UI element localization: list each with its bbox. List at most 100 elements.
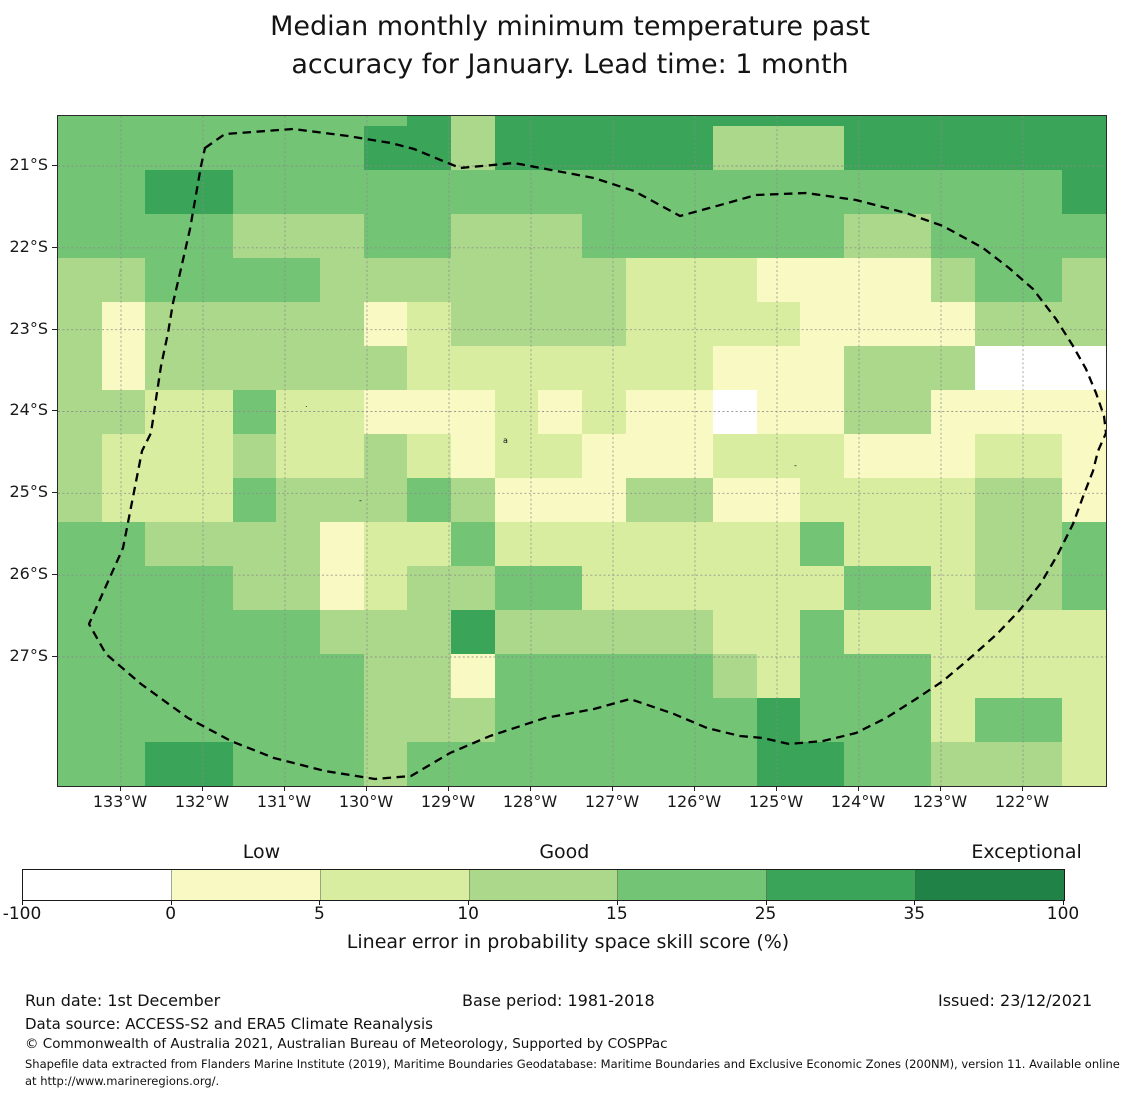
- map-cell: [625, 126, 670, 170]
- map-cell: [101, 170, 146, 214]
- colorbar-axis-label: Linear error in probability space skill …: [346, 931, 790, 953]
- map-cell: [844, 654, 888, 698]
- map-cell: [625, 478, 670, 522]
- map-cell: [320, 698, 364, 742]
- heatmap-row: [58, 258, 1107, 302]
- map-cell: [931, 434, 976, 478]
- map-cell: [625, 610, 670, 654]
- map-cell: [975, 346, 1019, 390]
- map-cell: [800, 346, 845, 390]
- map-cell: [276, 478, 321, 522]
- heatmap-row: [58, 170, 1107, 214]
- map-cell: [320, 742, 364, 786]
- map-cell: [844, 742, 888, 786]
- y-tick-label: 22°S: [9, 236, 48, 256]
- x-tick-label: 131°W: [256, 792, 312, 811]
- map-cell: [669, 522, 714, 566]
- map-cell: [451, 434, 495, 478]
- map-cell: [669, 346, 714, 390]
- y-tick-mark: [52, 328, 57, 330]
- map-cell: [800, 566, 845, 610]
- map-cell: [145, 258, 190, 302]
- map-cell: [276, 302, 321, 346]
- map-cell: [451, 522, 495, 566]
- y-tick-mark: [52, 410, 57, 412]
- map-cell: [1062, 566, 1107, 610]
- map-cell: [1062, 302, 1107, 346]
- footer-shapefile-note: Shapefile data extracted from Flanders M…: [25, 1057, 1120, 1088]
- x-tick-label: 129°W: [420, 792, 476, 811]
- map-cell: [582, 302, 626, 346]
- map-cell: [975, 698, 1019, 742]
- map-cell: [713, 126, 757, 170]
- x-tick-label: 127°W: [584, 792, 640, 811]
- x-tick-label: 124°W: [830, 792, 886, 811]
- map-cell: [363, 390, 408, 434]
- map-cell: [844, 478, 888, 522]
- map-cell: [538, 346, 583, 390]
- map-cell: [800, 214, 845, 258]
- map-cell: [1018, 742, 1063, 786]
- map-cell: [189, 258, 233, 302]
- colorbar-category-label: Exceptional: [971, 841, 1082, 863]
- map-cell: [451, 346, 495, 390]
- x-tick-mark: [694, 786, 695, 791]
- footer-base-period: Base period: 1981-2018: [462, 991, 655, 1010]
- map-cell: [145, 170, 190, 214]
- map-cell: [844, 302, 888, 346]
- map-cell: [931, 742, 976, 786]
- map-cell: [887, 654, 932, 698]
- map-cell: [800, 126, 845, 170]
- map-cell: [844, 522, 888, 566]
- heatmap-cells: [58, 116, 1107, 786]
- map-cell: [887, 742, 932, 786]
- colorbar-segment: [916, 870, 1065, 900]
- map-cell: [887, 258, 932, 302]
- map-cell: [756, 214, 801, 258]
- x-tick-mark: [530, 786, 531, 791]
- map-cell: [58, 390, 102, 434]
- map-cell: [320, 522, 364, 566]
- map-cell: [713, 522, 757, 566]
- map-cell: [320, 302, 364, 346]
- map-cell: [1062, 214, 1107, 258]
- map-cell: [800, 258, 845, 302]
- map-cell: [582, 610, 626, 654]
- map-cell: [276, 126, 321, 170]
- map-cell: [669, 610, 714, 654]
- map-cell: [975, 258, 1019, 302]
- map-cell: [189, 126, 233, 170]
- map-cell: [582, 742, 626, 786]
- map-cell: [713, 170, 757, 214]
- map-cell: [320, 478, 364, 522]
- map-cell: [669, 302, 714, 346]
- map-cell: [407, 214, 452, 258]
- map-cell: [1062, 116, 1107, 126]
- map-cell: [1018, 654, 1063, 698]
- map-cell: [844, 214, 888, 258]
- map-cell: [669, 258, 714, 302]
- map-cell: [887, 346, 932, 390]
- map-cell: [887, 302, 932, 346]
- map-cell: [975, 302, 1019, 346]
- map-cell: [1062, 170, 1107, 214]
- map-cell: [887, 522, 932, 566]
- map-cell: [582, 346, 626, 390]
- map-cell: [975, 566, 1019, 610]
- map-cell: [451, 610, 495, 654]
- map-cell: [363, 258, 408, 302]
- map-cell: [931, 126, 976, 170]
- lat-lon-gridlines: [58, 116, 1106, 786]
- map-cell: [844, 116, 888, 126]
- map-cell: [844, 170, 888, 214]
- map-cell: [931, 390, 976, 434]
- map-cell: [145, 610, 190, 654]
- map-cell: [931, 566, 976, 610]
- colorbar-tick-mark: [1063, 900, 1064, 905]
- map-cell: [756, 346, 801, 390]
- colorbar-tick-mark: [616, 900, 618, 905]
- map-cell: [232, 566, 277, 610]
- map-cell: [363, 566, 408, 610]
- map-cell: [276, 116, 321, 126]
- map-cell: [1062, 610, 1107, 654]
